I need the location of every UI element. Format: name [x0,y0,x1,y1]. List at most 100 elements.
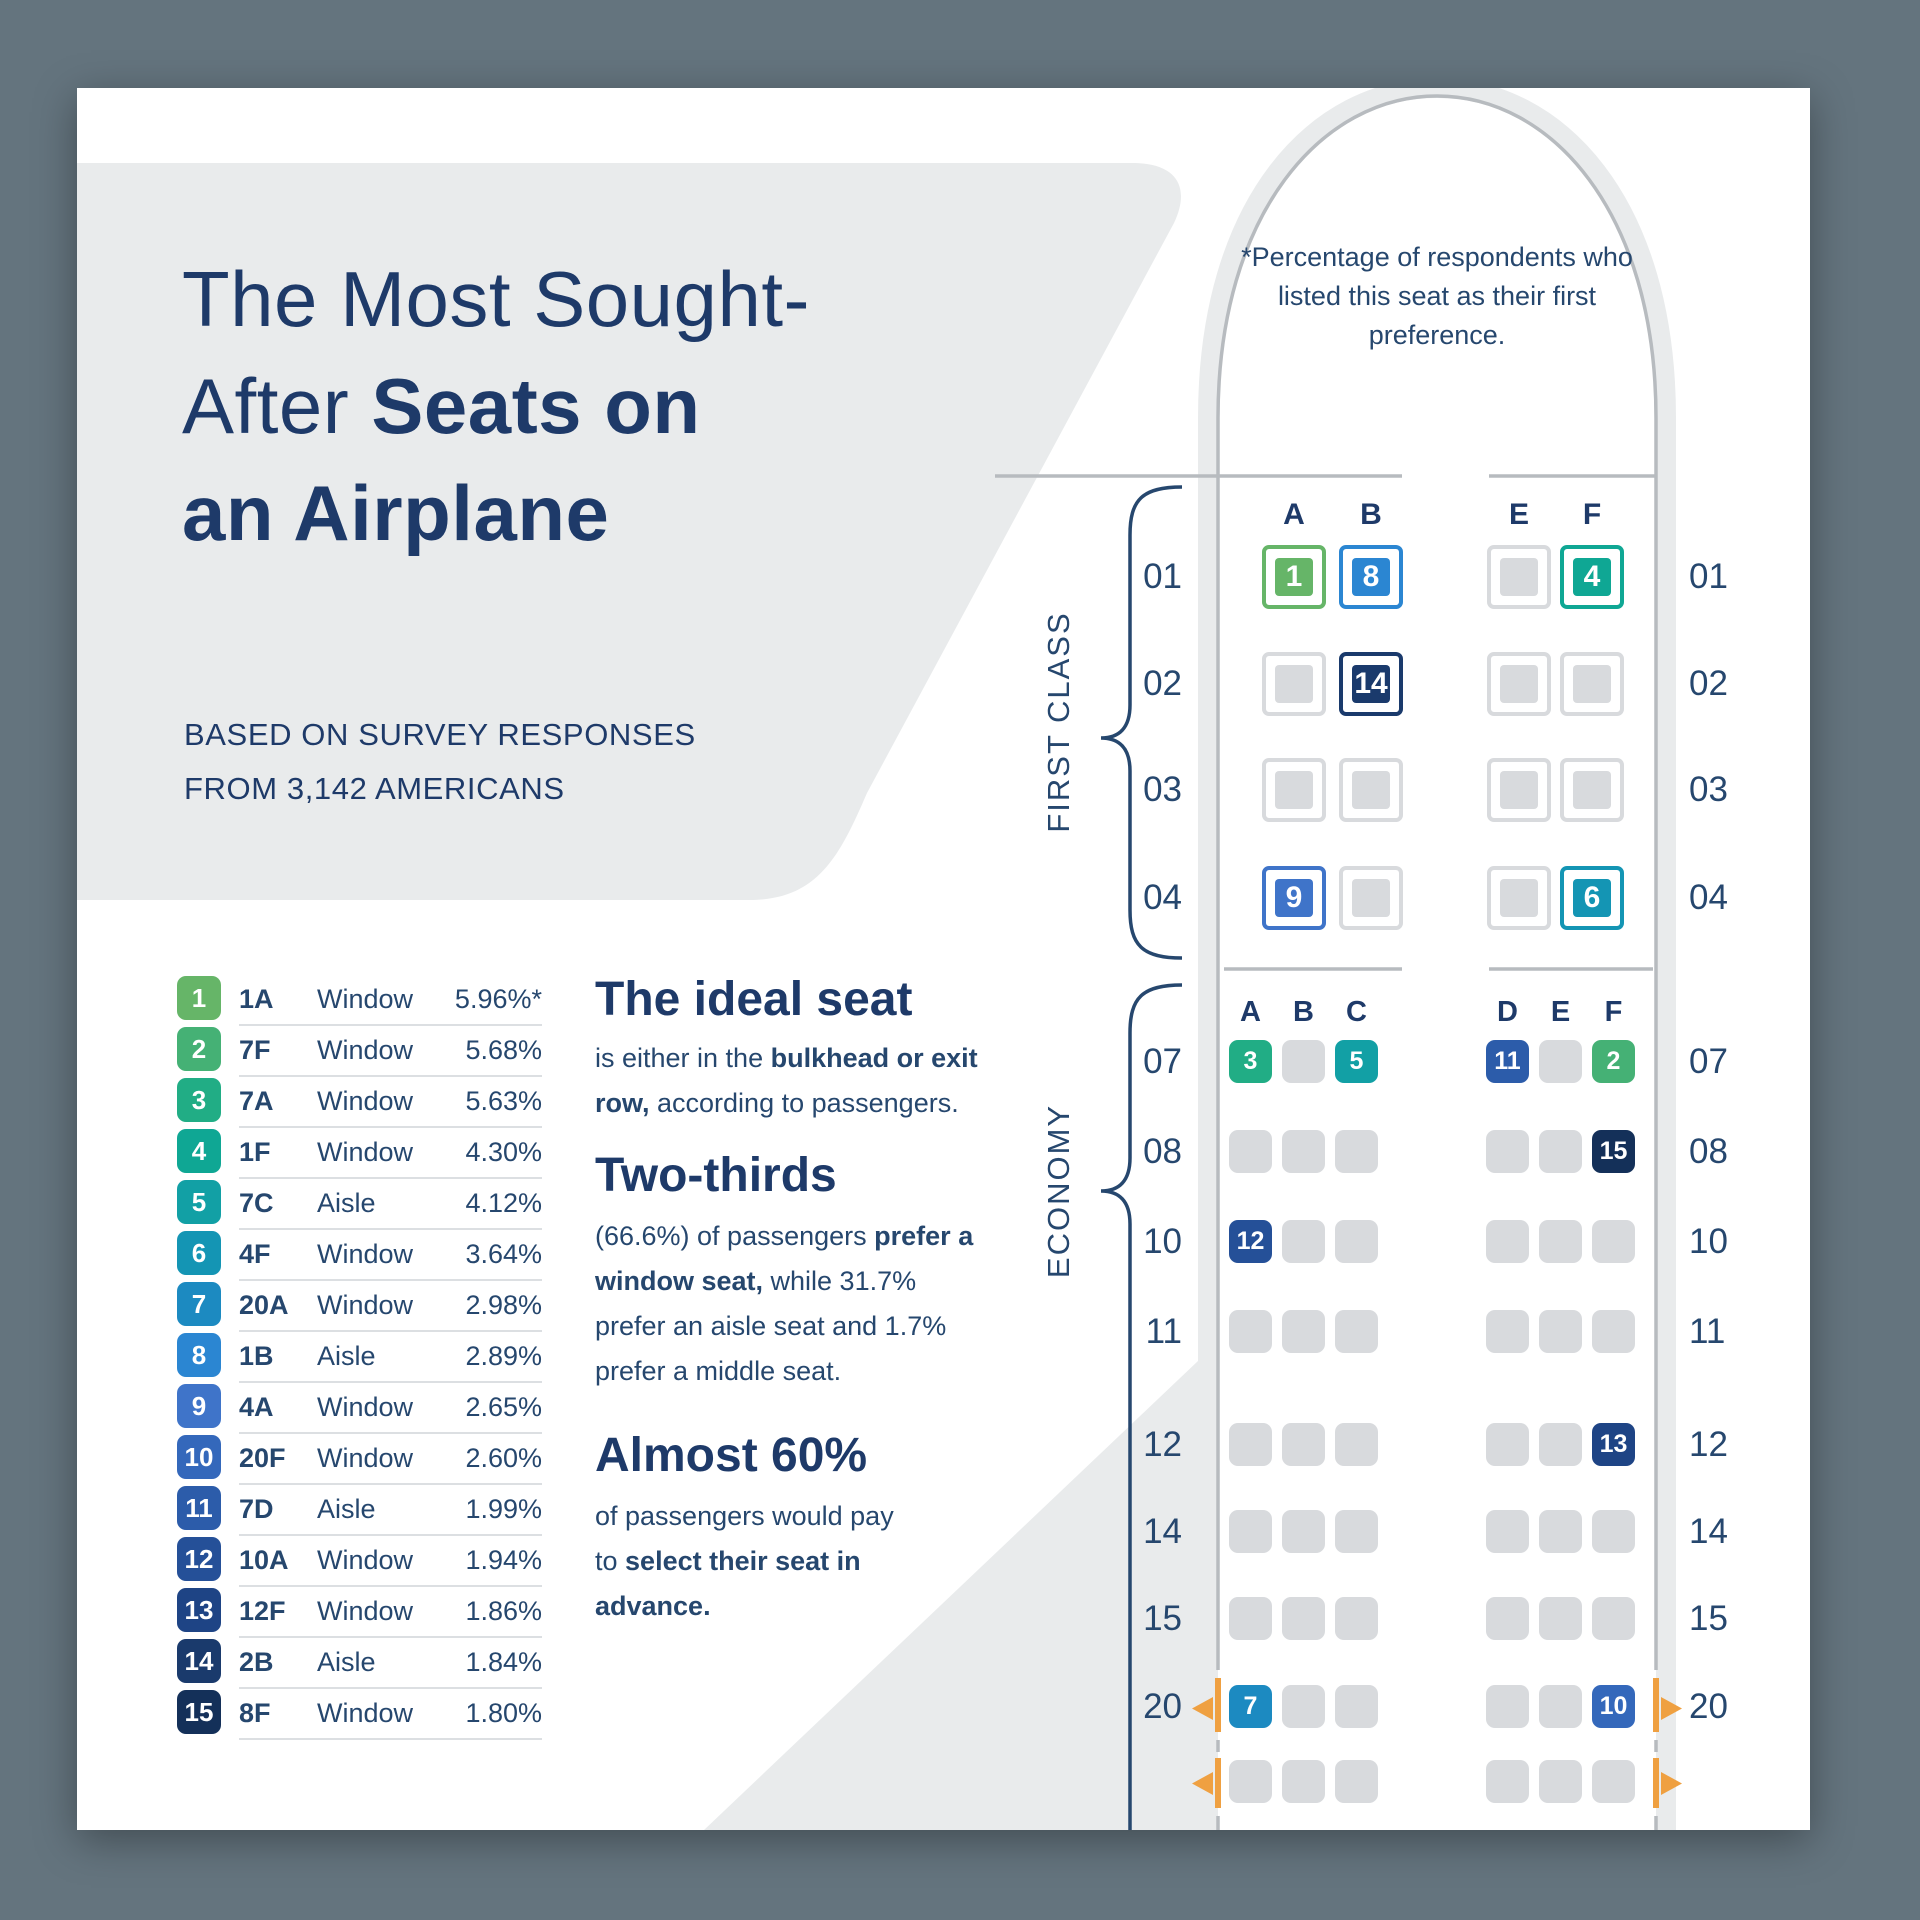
seat [1282,1310,1325,1353]
seat [1282,1760,1325,1803]
row-number: 11 [1689,1312,1726,1351]
seat [1486,1597,1529,1640]
rank-badge: 5 [177,1180,221,1224]
column-header: E [1550,996,1571,1028]
ranking-list: 1 1A Window 5.96%* 2 7F Window 5.68% 3 7A Window 5.… [77,88,1810,1830]
rank-badge: 10 [177,1435,221,1479]
seat-percentage: 4.30% [465,1137,542,1167]
seat [1282,1130,1325,1173]
seat-rank-number [1573,665,1611,703]
seat-highlighted: 7 [1229,1685,1272,1728]
fact-text-part: prefer a window seat, [595,1221,974,1296]
column-header: D [1497,996,1518,1028]
exit-arrow-icon [1661,1697,1682,1720]
rank-badge: 6 [177,1231,221,1275]
seat [1486,1510,1529,1553]
seat [1282,1423,1325,1466]
fact-paragraph-ideal-seat: is either in the bulkhead or exit row, a… [595,1036,1025,1126]
rank-badge: 15 [177,1690,221,1734]
seat-rank-number [1500,665,1538,703]
rank-badge: 1 [177,976,221,1020]
seat-rank-number [1500,558,1538,596]
row-number: 20 [1143,1687,1182,1726]
seat [1539,1423,1582,1466]
fact-text-part: is either in the [595,1043,771,1073]
rank-badge: 14 [177,1639,221,1683]
seat-type: Aisle [317,1494,376,1524]
seat-code: 7A [239,1086,274,1116]
row-number: 10 [1143,1222,1182,1261]
seat-type: Window [317,1086,414,1116]
seat [1229,1310,1272,1353]
list-divider [239,1024,542,1026]
seat-type: Window [317,1392,414,1422]
seat-highlighted: 5 [1335,1040,1378,1083]
row-number: 15 [1143,1599,1182,1638]
list-divider [239,1534,542,1536]
seat-type: Window [317,1239,414,1269]
seat-rank-number: 4 [1573,558,1611,596]
row-number: 01 [1689,557,1728,596]
seat-code: 1A [239,984,274,1014]
row-number: 03 [1689,770,1728,809]
fact-heading-two-thirds: Two-thirds [595,1149,837,1202]
seat [1335,1130,1378,1173]
seatmap-footnote: *Percentage of respondents who listed th… [1241,242,1633,350]
row-number: 10 [1689,1222,1728,1261]
seat [1487,866,1551,930]
seat-highlighted: 3 [1229,1040,1272,1083]
seat-type: Window [317,1596,414,1626]
seat [1486,1685,1529,1728]
seat [1539,1220,1582,1263]
seat-highlighted: 13 [1592,1423,1635,1466]
row-number: 04 [1143,878,1182,917]
seat-type: Aisle [317,1341,376,1371]
list-divider [239,1483,542,1485]
fact-text-part: bulkhead or exit row, [595,1043,978,1118]
seat [1539,1510,1582,1553]
rank-badge: 2 [177,1027,221,1071]
seat [1282,1040,1325,1083]
list-divider [239,1075,542,1077]
seat-highlighted: 9 [1262,866,1326,930]
seat [1335,1685,1378,1728]
seat-highlighted: 15 [1592,1130,1635,1173]
row-number: 08 [1143,1132,1182,1171]
seat-percentage: 1.86% [465,1596,542,1626]
seat-code: 7C [239,1188,274,1218]
rank-badge: 12 [177,1537,221,1581]
seat [1339,758,1403,822]
seat [1539,1760,1582,1803]
list-divider [239,1330,542,1332]
row-number: 04 [1689,878,1728,917]
row-number: 02 [1689,664,1728,703]
seat-percentage: 2.89% [465,1341,542,1371]
seat [1539,1685,1582,1728]
row-number: 14 [1143,1512,1182,1551]
seat [1560,758,1624,822]
seat-percentage: 5.68% [465,1035,542,1065]
rank-badge: 13 [177,1588,221,1632]
seat [1592,1760,1635,1803]
seat [1486,1760,1529,1803]
rank-badge: 11 [177,1486,221,1530]
economy-brace [1100,983,1183,1830]
first-class-brace [1100,485,1183,960]
seat [1560,652,1624,716]
column-header: B [1360,498,1382,531]
seat [1229,1760,1272,1803]
seat [1592,1510,1635,1553]
seat-percentage: 2.98% [465,1290,542,1320]
seat-code: 10A [239,1545,289,1575]
column-header: F [1582,498,1602,531]
seat-percentage: 1.80% [465,1698,542,1728]
seat-percentage: 1.99% [465,1494,542,1524]
seat [1335,1597,1378,1640]
seat [1282,1685,1325,1728]
column-header: A [1240,996,1261,1028]
fact-text-part: while 31.7% prefer an aisle seat and 1.7… [595,1266,947,1386]
seat [1539,1130,1582,1173]
seat [1335,1310,1378,1353]
seat [1262,758,1326,822]
seat-percentage: 1.94% [465,1545,542,1575]
